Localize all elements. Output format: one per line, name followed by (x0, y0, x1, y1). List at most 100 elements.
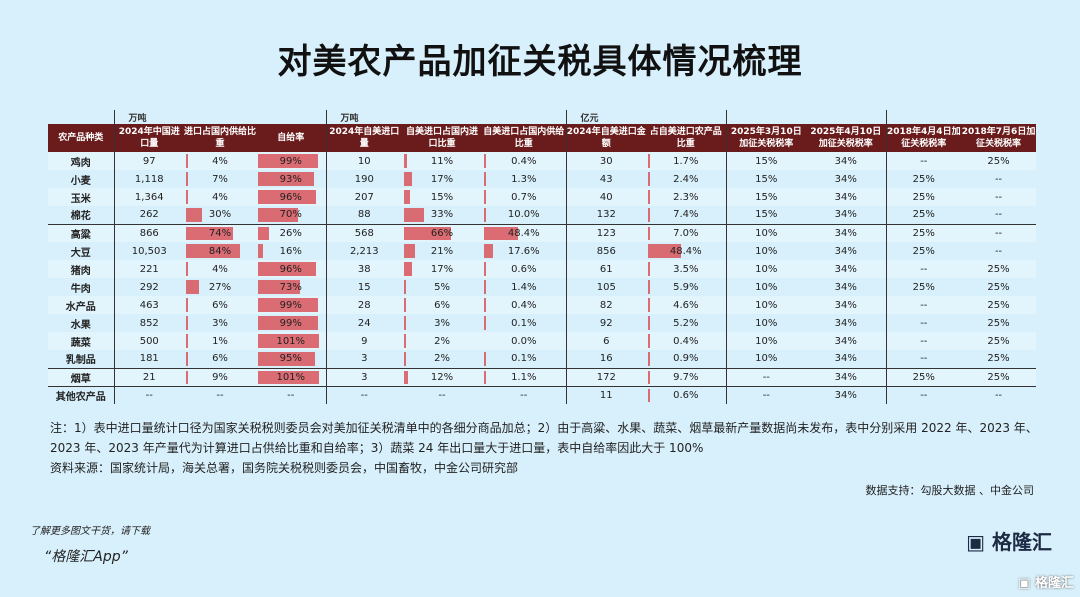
table-row: 蔬菜 500 1% 101% 9 2% 0.0% 6 0.4% 10% 34% -- 25% (48, 332, 1037, 350)
cell-value: 25% (987, 317, 1010, 329)
cell-value: 856 (596, 245, 616, 257)
cell-value: 6% (212, 299, 228, 311)
cell-value: 34% (834, 281, 857, 293)
value-bar (258, 172, 314, 186)
data-support: 数据支持：勾股大数据 、中金公司 (865, 484, 1035, 497)
cell-value: 0.7% (511, 191, 537, 203)
table-cell: 25% (885, 242, 962, 260)
table-cell: 15% (725, 188, 807, 206)
cell-value: 33% (430, 209, 454, 221)
column-header: 进口占国内供给比重 (184, 124, 256, 152)
value-bar (258, 352, 315, 366)
table-cell: -- (885, 314, 962, 332)
table-cell: 10 (325, 152, 403, 170)
column-header: 2025年3月10日加征关税税率 (725, 124, 807, 152)
table-cell: 16% (256, 242, 326, 260)
cell-value: -- (920, 389, 928, 401)
table-cell: 172 (565, 367, 647, 386)
cell-value: 6% (212, 353, 228, 365)
value-bar (186, 334, 188, 348)
table-cell: 207 (325, 188, 403, 206)
table-cell: 25% (885, 223, 962, 242)
cell-value: 0.4% (511, 155, 537, 167)
table-cell: 0.9% (646, 350, 726, 368)
value-bar (404, 352, 407, 366)
cell-value: 10% (755, 353, 778, 365)
table-cell: 16 (565, 350, 647, 368)
cell-value: 15% (755, 173, 778, 185)
table-cell: 96% (256, 260, 327, 278)
cell-value: 95% (279, 353, 302, 365)
table-row: 水果 852 3% 99% 24 3% 0.1% 92 5.2% 10% 34% -- 25% (48, 314, 1036, 332)
table-cell: 34% (806, 170, 886, 188)
column-header: 2024年自美进口量 (325, 124, 403, 152)
table-cell: 1% (184, 332, 256, 350)
cell-value: 25% (987, 353, 1010, 365)
cell-value: 28 (357, 299, 371, 311)
value-bar (186, 352, 188, 366)
value-bar (186, 172, 188, 186)
value-bar (484, 370, 487, 384)
table-cell: -- (885, 296, 962, 314)
table-cell: 34% (806, 188, 887, 206)
value-bar (648, 352, 651, 366)
table-cell: 5.2% (646, 314, 726, 332)
cell-value: 181 (139, 353, 159, 365)
value-bar (648, 154, 651, 168)
cell-value: 27% (208, 281, 232, 293)
cell-value: 190 (354, 173, 374, 185)
table-cell: 0.6% (482, 260, 567, 278)
table-cell: 123 (565, 223, 647, 242)
value-bar (404, 370, 408, 384)
cell-value: 3% (212, 317, 228, 329)
table-cell: 24 (325, 314, 403, 332)
cell-value: -- (994, 389, 1003, 401)
value-bar (258, 334, 319, 348)
value-bar (404, 316, 407, 330)
value-bar (186, 316, 188, 330)
value-bar (648, 298, 651, 312)
value-bar (484, 154, 487, 168)
value-bar (648, 244, 681, 258)
value-bar (186, 190, 188, 204)
value-bar (484, 208, 487, 222)
cell-value: 73% (279, 281, 302, 293)
table-row: 猪肉 221 4% 96% 38 17% 0.6% 61 3.5% 10% 34% -- 25% (48, 260, 1037, 278)
value-bar (648, 388, 651, 402)
table-cell: 17.6% (482, 242, 566, 260)
table-cell: 25% (885, 367, 962, 386)
table-cell: 3% (402, 314, 482, 332)
table-cell: 15% (725, 170, 807, 188)
column-header: 2024年中国进口量 (113, 124, 184, 152)
table-cell: 0.0% (482, 332, 567, 350)
table-cell: 10.0% (482, 206, 566, 224)
cell-value: 99% (279, 299, 302, 311)
cell-value: 262 (139, 209, 159, 221)
cell-value: 10% (755, 317, 778, 329)
cell-value: 34% (834, 317, 857, 329)
table-cell: -- (961, 206, 1036, 224)
cell-value: 500 (139, 335, 159, 347)
table-cell: 190 (325, 170, 403, 188)
cell-value: 292 (139, 281, 159, 293)
value-bar (186, 298, 188, 312)
table-cell: 30% (184, 206, 256, 224)
table-cell: 3 (325, 350, 403, 368)
table-cell: 38 (325, 260, 403, 278)
cell-value: 2,213 (349, 245, 379, 257)
table-cell: 25% (885, 278, 962, 296)
table-cell: 3 (325, 367, 403, 386)
cell-value: 10.0% (507, 209, 540, 221)
cell-value: 221 (139, 263, 159, 275)
cell-value: 48.4% (507, 227, 540, 239)
table-cell: 25% (961, 152, 1037, 170)
cell-value: 15% (755, 155, 778, 167)
table-cell: 3% (184, 314, 256, 332)
cell-value: 34% (834, 227, 857, 239)
value-bar (186, 262, 188, 276)
table-cell: 21% (402, 242, 482, 260)
cell-value: 852 (139, 317, 159, 329)
value-bar (258, 262, 316, 276)
value-bar (404, 172, 412, 186)
cell-value: 10% (755, 245, 778, 257)
